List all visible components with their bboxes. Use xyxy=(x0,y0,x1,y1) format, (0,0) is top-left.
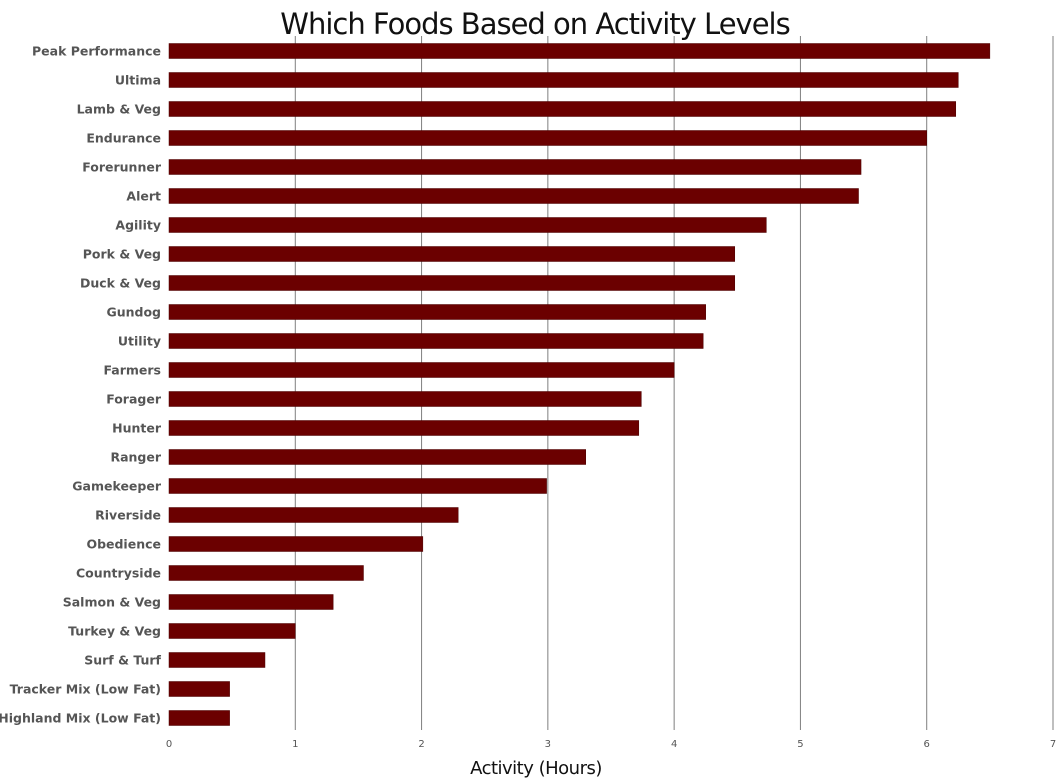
category-label: Ranger xyxy=(110,450,161,465)
bar xyxy=(168,391,642,407)
bar xyxy=(168,43,991,59)
x-tick-label: 0 xyxy=(166,739,172,750)
category-label: Gundog xyxy=(106,305,161,320)
category-label: Hunter xyxy=(112,421,162,436)
category-label: Lamb & Veg xyxy=(77,102,161,117)
category-label: Tracker Mix (Low Fat) xyxy=(10,682,161,697)
category-label: Highland Mix (Low Fat) xyxy=(0,711,161,726)
category-label: Agility xyxy=(115,218,161,233)
bar xyxy=(168,420,640,436)
category-label: Riverside xyxy=(95,508,161,523)
chart-title: Which Foods Based on Activity Levels xyxy=(280,7,789,41)
x-tick-label: 2 xyxy=(418,739,424,750)
category-label: Forager xyxy=(106,392,162,407)
x-tick-label: 5 xyxy=(797,739,803,750)
x-tick-label: 4 xyxy=(671,739,677,750)
category-label: Countryside xyxy=(76,566,161,581)
bar xyxy=(168,101,957,117)
x-axis-label: Activity (Hours) xyxy=(470,758,602,779)
bar xyxy=(168,275,736,291)
category-label: Surf & Turf xyxy=(84,653,161,668)
bar xyxy=(168,304,706,320)
x-tick-label: 1 xyxy=(292,739,298,750)
bar xyxy=(168,536,424,552)
x-tick-label: 6 xyxy=(924,739,930,750)
x-tick-label: 7 xyxy=(1050,739,1056,750)
category-label: Ultima xyxy=(115,73,161,88)
bars xyxy=(168,43,991,726)
category-label: Gamekeeper xyxy=(72,479,162,494)
bar xyxy=(168,333,704,349)
x-tick-labels: 0 1 2 3 4 5 6 7 xyxy=(166,739,1056,750)
bar xyxy=(168,449,586,465)
bar xyxy=(168,246,736,262)
category-label: Salmon & Veg xyxy=(63,595,161,610)
bar xyxy=(168,507,459,523)
category-label: Peak Performance xyxy=(32,44,161,59)
category-label: Duck & Veg xyxy=(80,276,161,291)
category-label: Endurance xyxy=(86,131,161,146)
bar xyxy=(168,217,767,233)
category-label: Forerunner xyxy=(82,160,162,175)
category-label: Obedience xyxy=(86,537,161,552)
bar xyxy=(168,652,266,668)
gridlines xyxy=(294,36,1054,730)
bar xyxy=(168,188,859,204)
bar xyxy=(168,565,364,581)
category-label: Utility xyxy=(118,334,161,349)
category-label: Alert xyxy=(126,189,161,204)
bar xyxy=(168,594,334,610)
bar xyxy=(168,478,547,494)
bar xyxy=(168,710,230,726)
category-labels: Peak Performance Ultima Lamb & Veg Enduranc… xyxy=(0,44,162,726)
bar xyxy=(168,72,959,88)
bar xyxy=(168,362,675,378)
bar xyxy=(168,623,296,639)
x-tick-label: 3 xyxy=(545,739,551,750)
category-label: Farmers xyxy=(103,363,161,378)
category-label: Pork & Veg xyxy=(83,247,161,262)
bar xyxy=(168,681,230,697)
bar xyxy=(168,130,927,146)
bar xyxy=(168,159,862,175)
category-label: Turkey & Veg xyxy=(68,624,161,639)
